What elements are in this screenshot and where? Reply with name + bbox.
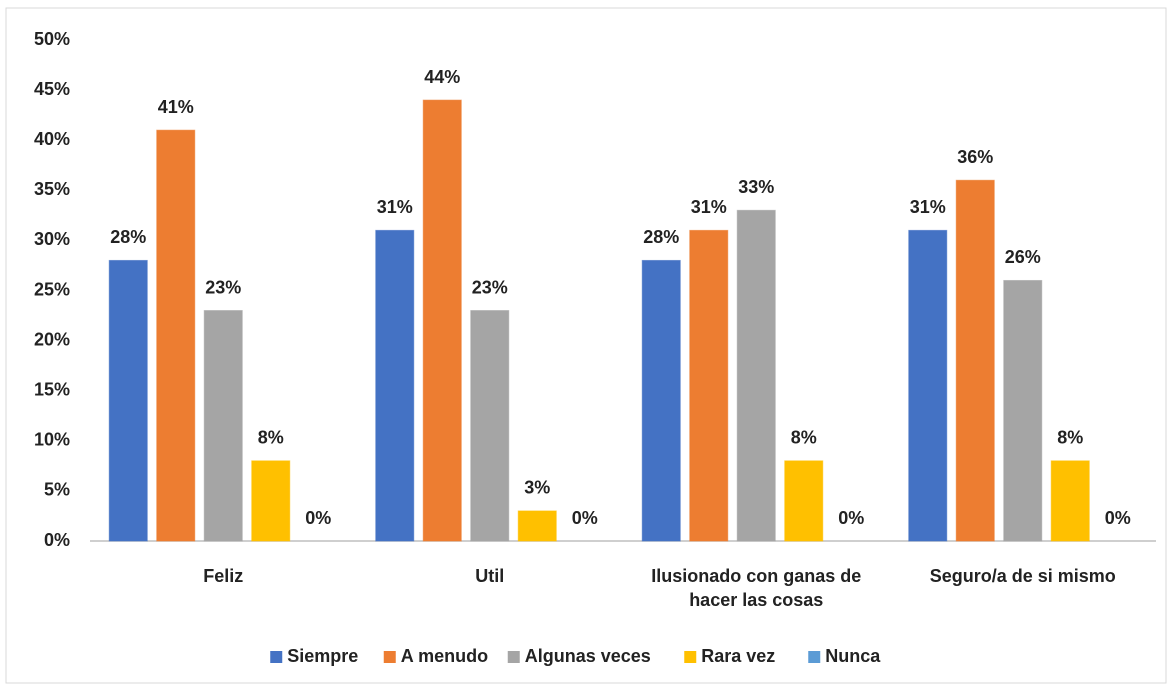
y-tick-label: 0% (44, 530, 70, 550)
data-label: 8% (791, 428, 817, 448)
data-label: 0% (1105, 508, 1131, 528)
legend-swatch (270, 651, 283, 663)
bar (375, 229, 415, 542)
data-label: 23% (205, 277, 241, 297)
bar (422, 99, 462, 542)
data-label: 31% (910, 197, 946, 217)
data-label: 0% (572, 508, 598, 528)
bar (1050, 460, 1090, 542)
legend-swatch (507, 651, 520, 663)
bar (156, 129, 196, 542)
bar (251, 460, 291, 542)
data-label: 8% (1057, 428, 1083, 448)
bar (908, 229, 948, 542)
y-tick-label: 30% (34, 229, 70, 249)
bar (955, 179, 995, 542)
data-label: 36% (957, 147, 993, 167)
y-tick-label: 10% (34, 430, 70, 450)
y-tick-label: 50% (34, 29, 70, 49)
bar (108, 259, 148, 542)
x-tick-label: Seguro/a de si mismo (929, 566, 1116, 586)
legend-swatch (684, 651, 697, 663)
y-tick-label: 20% (34, 329, 70, 349)
y-tick-label: 40% (34, 129, 70, 149)
x-tick-label: Feliz (203, 566, 244, 586)
data-label: 3% (524, 478, 550, 498)
data-label: 26% (1005, 247, 1041, 267)
data-label: 28% (643, 227, 679, 247)
x-tick-label: Ilusionado con ganas de hacer las cosas (651, 566, 862, 610)
legend-swatch (383, 651, 396, 663)
data-label: 44% (424, 67, 460, 87)
bar (1003, 279, 1043, 542)
legend-swatch (808, 651, 821, 663)
data-label: 0% (838, 508, 864, 528)
x-tick-label: Util (475, 566, 505, 586)
y-tick-label: 15% (34, 379, 70, 399)
bar (689, 229, 729, 542)
data-label: 28% (110, 227, 146, 247)
legend-label: Algunas veces (525, 646, 651, 666)
legend-label: Nunca (825, 646, 881, 666)
y-tick-label: 45% (34, 79, 70, 99)
bar (470, 310, 510, 542)
bar (203, 310, 243, 542)
bar (517, 510, 557, 542)
y-tick-label: 25% (34, 279, 70, 299)
data-label: 41% (158, 97, 194, 117)
legend-label: Rara vez (701, 646, 775, 666)
y-tick-label: 5% (44, 480, 70, 500)
data-label: 31% (691, 197, 727, 217)
y-tick-label: 35% (34, 179, 70, 199)
data-label: 23% (472, 277, 508, 297)
data-label: 0% (305, 508, 331, 528)
bar (736, 209, 776, 542)
data-label: 31% (377, 197, 413, 217)
data-label: 8% (258, 428, 284, 448)
legend-label: A menudo (401, 646, 488, 666)
bar (641, 259, 681, 542)
bar (784, 460, 824, 542)
data-label: 33% (738, 177, 774, 197)
legend-label: Siempre (287, 646, 358, 666)
